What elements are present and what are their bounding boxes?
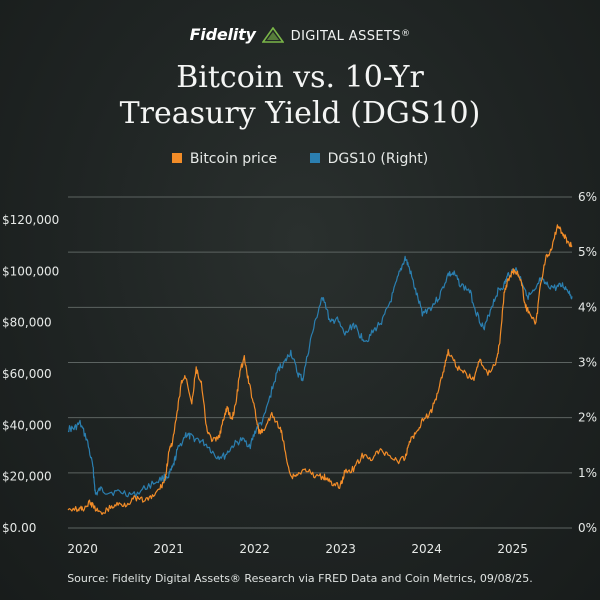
- right-tick-label: 2%: [578, 411, 597, 425]
- left-tick-label: $100,000: [2, 264, 59, 278]
- x-tick-label: 2024: [411, 542, 442, 556]
- left-tick-label: $40,000: [2, 418, 52, 432]
- right-tick-label: 3%: [578, 356, 597, 370]
- x-tick-label: 2020: [67, 542, 98, 556]
- source-note: Source: Fidelity Digital Assets® Researc…: [67, 572, 533, 585]
- chart-title-line2: Treasury Yield (DGS10): [119, 96, 481, 131]
- right-tick-label: 5%: [578, 245, 597, 259]
- right-tick-label: 6%: [578, 190, 597, 204]
- gridlines: [68, 196, 572, 529]
- left-tick-label: $20,000: [2, 470, 52, 484]
- right-axis-ticks: 0% 1% 2% 3% 4% 5% 6%: [578, 190, 597, 535]
- x-axis-ticks: 2020 2021 2022 2023 2024 2025: [67, 542, 528, 556]
- legend-swatch-dgs10: [309, 153, 320, 163]
- right-tick-label: 0%: [578, 521, 597, 535]
- x-tick-label: 2023: [325, 542, 356, 556]
- series-lines: [67, 224, 573, 515]
- registered-mark: ®: [401, 29, 411, 39]
- left-tick-label: $0.00: [2, 521, 36, 535]
- left-axis-ticks: $0.00 $20,000 $40,000 $60,000 $80,000 $100,00…: [2, 213, 59, 535]
- legend-label-dgs10: DGS10 (Right): [327, 151, 429, 167]
- legend-swatch-bitcoin: [171, 153, 182, 163]
- series-line-dgs10: [67, 255, 573, 498]
- left-tick-label: $60,000: [2, 367, 52, 381]
- chart-title-line1: Bitcoin vs. 10-Yr: [176, 60, 424, 95]
- legend-label-bitcoin: Bitcoin price: [189, 151, 278, 167]
- x-tick-label: 2022: [239, 542, 270, 556]
- legend-item-bitcoin: Bitcoin price: [171, 151, 278, 167]
- right-tick-label: 4%: [578, 300, 597, 314]
- chart-legend: Bitcoin price DGS10 (Right): [0, 151, 600, 167]
- legend-item-dgs10: DGS10 (Right): [309, 151, 429, 167]
- brand-subtitle: DIGITAL ASSETS: [290, 29, 402, 44]
- x-tick-label: 2025: [497, 542, 528, 556]
- triangle-logo-icon: [261, 26, 285, 43]
- left-tick-label: $80,000: [2, 316, 52, 330]
- brand-logo: Fidelity DIGITAL ASSETS®: [0, 24, 600, 47]
- series-line-bitcoin: [67, 224, 573, 515]
- x-tick-label: 2021: [153, 542, 184, 556]
- right-tick-label: 1%: [578, 466, 597, 480]
- left-tick-label: $120,000: [2, 213, 59, 227]
- brand-name: Fidelity: [189, 25, 256, 44]
- chart-title: Bitcoin vs. 10-Yr Treasury Yield (DGS10): [0, 60, 600, 132]
